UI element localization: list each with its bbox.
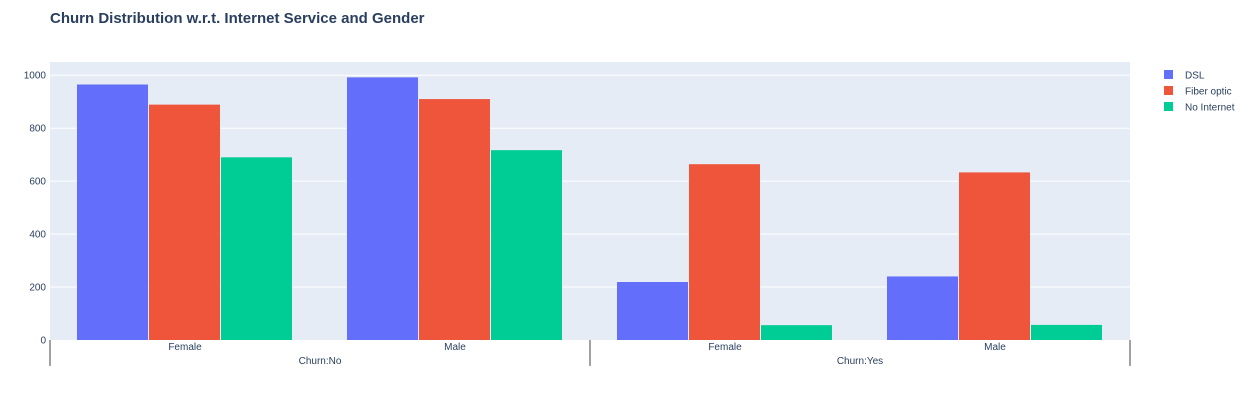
bar-no-internet[interactable] (1031, 324, 1102, 340)
legend-label: Fiber optic (1185, 87, 1232, 98)
legend-item[interactable]: No Internet (1164, 102, 1235, 114)
legend-item[interactable]: Fiber optic (1164, 86, 1232, 98)
y-tick-label: 800 (29, 124, 46, 135)
x-group-label: Churn:Yes (837, 356, 883, 367)
bar-fiber-optic[interactable] (419, 99, 490, 340)
legend[interactable]: DSL Fiber optic No Internet (1164, 70, 1235, 114)
y-tick-label: 200 (29, 283, 46, 294)
chart-title: Churn Distribution w.r.t. Internet Servi… (50, 10, 425, 27)
x-tick-label: Female (708, 342, 742, 353)
bar-fiber-optic[interactable] (689, 164, 760, 340)
bar-no-internet[interactable] (491, 150, 562, 340)
legend-item[interactable]: DSL (1164, 70, 1205, 82)
x-axis: Female Male Female Male Churn:No Churn:Yes (49, 340, 1131, 367)
y-tick-label: 0 (40, 336, 46, 347)
bar-dsl[interactable] (887, 276, 958, 340)
bar-no-internet[interactable] (761, 325, 832, 340)
x-tick-label: Male (444, 342, 466, 353)
y-tick-label: 600 (29, 177, 46, 188)
y-tick-label: 400 (29, 230, 46, 241)
y-tick-label: 1000 (24, 71, 47, 82)
legend-label: DSL (1185, 71, 1205, 82)
bar-dsl[interactable] (77, 84, 148, 340)
bar-no-internet[interactable] (221, 157, 292, 340)
x-tick-label: Female (168, 342, 202, 353)
bar-dsl[interactable] (617, 282, 688, 340)
x-tick-label: Male (984, 342, 1006, 353)
legend-swatch (1164, 86, 1173, 95)
legend-swatch (1164, 102, 1173, 111)
y-axis: 0 200 400 600 800 1000 (24, 71, 47, 347)
bar-fiber-optic[interactable] (149, 104, 220, 340)
legend-swatch (1164, 70, 1173, 79)
bar-dsl[interactable] (347, 77, 418, 340)
bar-fiber-optic[interactable] (959, 172, 1030, 340)
x-group-label: Churn:No (299, 356, 342, 367)
legend-label: No Internet (1185, 103, 1235, 114)
bars (77, 77, 1102, 340)
